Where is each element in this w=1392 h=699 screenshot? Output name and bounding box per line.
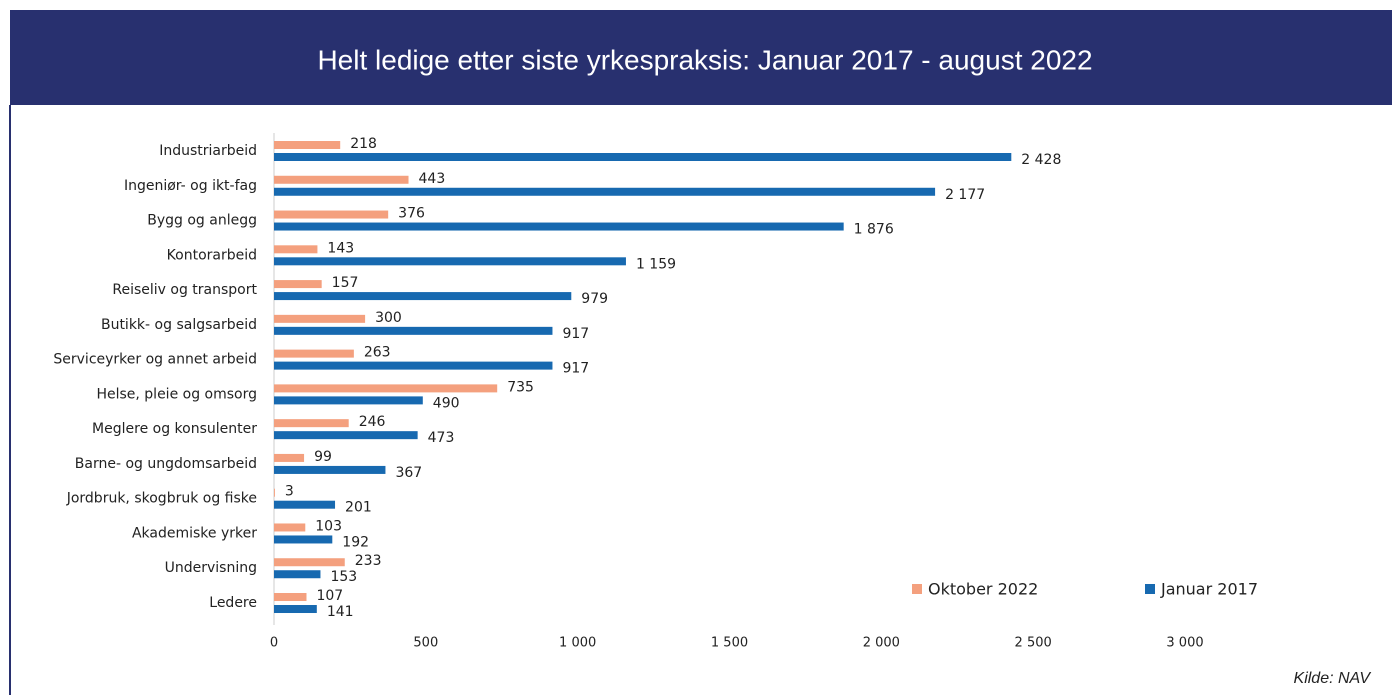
bar (274, 210, 389, 219)
bar (274, 535, 333, 544)
legend-swatch (1145, 584, 1155, 594)
category-label: Ledere (209, 595, 257, 611)
category-label: Ingeniør- og ikt-fag (124, 178, 257, 194)
bar (274, 419, 349, 428)
category-label: Akademiske yrker (132, 525, 257, 541)
data-label: 3 (285, 484, 294, 500)
data-label: 201 (345, 500, 372, 516)
x-tick-label: 2 500 (1015, 636, 1052, 651)
data-label: 107 (316, 588, 343, 604)
bar (274, 605, 317, 614)
bar (274, 396, 423, 405)
bar (274, 488, 275, 497)
data-label: 367 (395, 465, 422, 481)
data-label: 735 (507, 379, 534, 395)
data-label: 246 (359, 414, 386, 430)
legend-label: Oktober 2022 (928, 580, 1038, 599)
data-label: 917 (562, 326, 589, 342)
x-tick-label: 0 (270, 636, 278, 651)
x-tick-label: 500 (413, 636, 438, 651)
legend-swatch (912, 584, 922, 594)
category-label: Reiseliv og transport (112, 282, 257, 298)
bar (274, 500, 336, 509)
bar (274, 175, 409, 184)
category-label: Industriarbeid (159, 143, 257, 159)
bar (274, 187, 936, 196)
header-band (10, 10, 1392, 105)
legend-label: Januar 2017 (1160, 580, 1258, 599)
bar (274, 523, 306, 532)
bar (274, 431, 418, 440)
category-label: Jordbruk, skogbruk og fiske (66, 491, 257, 507)
bar (274, 280, 322, 289)
bar (274, 153, 1012, 161)
x-tick-label: 3 000 (1166, 636, 1203, 651)
bar (274, 245, 318, 254)
bar (274, 257, 626, 266)
x-tick-label: 1 500 (711, 636, 748, 651)
data-label: 157 (332, 275, 359, 291)
bar (274, 326, 553, 335)
data-label: 99 (314, 449, 332, 465)
data-label: 192 (342, 534, 369, 550)
data-label: 153 (330, 569, 357, 585)
category-label: Butikk- og salgsarbeid (101, 317, 257, 333)
bar (274, 593, 307, 602)
bar (274, 570, 321, 579)
bar (274, 222, 844, 231)
bar (274, 349, 354, 358)
category-label: Meglere og konsulenter (92, 421, 257, 437)
bar (274, 384, 498, 393)
category-label: Bygg og anlegg (147, 213, 257, 229)
data-label: 141 (327, 604, 354, 620)
bar (274, 314, 366, 323)
category-label: Helse, pleie og omsorg (96, 386, 257, 402)
category-label: Serviceyrker og annet arbeid (53, 352, 257, 368)
source: Kilde: NAV (1294, 670, 1372, 687)
data-label: 233 (355, 553, 382, 569)
chart-title: Helt ledige etter siste yrkespraksis: Ja… (317, 44, 1092, 75)
bar (274, 558, 345, 567)
x-tick-label: 2 000 (863, 636, 900, 651)
bar (274, 453, 305, 462)
data-label: 143 (327, 240, 354, 256)
bar (274, 465, 386, 474)
data-label: 1 876 (854, 222, 894, 238)
data-label: 443 (419, 171, 446, 187)
data-label: 376 (398, 206, 425, 222)
bar (274, 361, 553, 370)
data-label: 473 (428, 430, 455, 446)
data-label: 1 159 (636, 256, 676, 272)
data-label: 2 177 (945, 187, 985, 203)
data-label: 917 (562, 361, 589, 377)
x-tick-label: 1 000 (559, 636, 596, 651)
category-label: Kontorarbeid (167, 247, 257, 263)
category-label: Undervisning (165, 560, 257, 576)
data-label: 103 (315, 518, 342, 534)
data-label: 2 428 (1021, 152, 1061, 168)
data-label: 218 (350, 136, 377, 152)
data-label: 490 (433, 395, 460, 411)
data-label: 979 (581, 291, 608, 307)
bar (274, 292, 572, 301)
bar (274, 141, 341, 149)
category-label: Barne- og ungdomsarbeid (75, 456, 257, 472)
data-label: 300 (375, 310, 402, 326)
data-label: 263 (364, 345, 391, 361)
